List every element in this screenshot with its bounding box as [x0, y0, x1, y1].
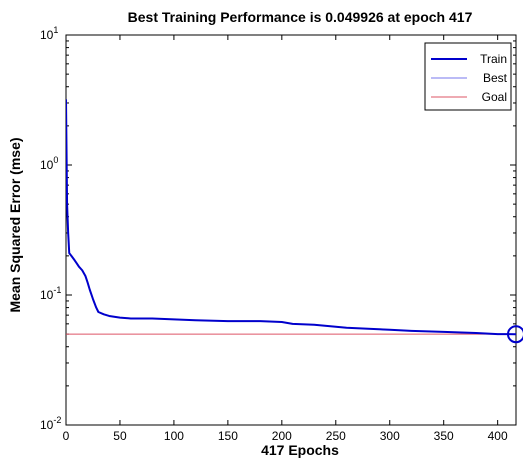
y-tick-label-base: 10 [40, 28, 54, 42]
train-series-line [66, 99, 516, 336]
x-tick-label: 100 [164, 429, 184, 443]
x-tick-label: 250 [326, 429, 346, 443]
series-group [66, 99, 516, 336]
legend-label-train: Train [480, 52, 507, 66]
y-tick-label: 100 [40, 155, 58, 172]
x-tick-label: 400 [488, 429, 508, 443]
x-axis-title: 417 Epochs [261, 442, 339, 458]
y-tick-label: 101 [40, 25, 58, 42]
y-tick-label-exponent: -1 [53, 285, 61, 295]
chart-title: Best Training Performance is 0.049926 at… [128, 9, 473, 25]
y-tick-label-exponent: 1 [53, 25, 58, 35]
y-tick-label-base: 10 [40, 288, 54, 302]
legend-label-goal: Goal [482, 90, 507, 104]
best-point-marker [507, 325, 523, 344]
x-tick-label: 0 [63, 429, 70, 443]
y-tick-label: 10-1 [40, 285, 61, 302]
y-tick-label-exponent: -2 [53, 415, 61, 425]
x-tick-label: 150 [218, 429, 238, 443]
x-tick-label: 300 [380, 429, 400, 443]
y-tick-label-base: 10 [40, 158, 54, 172]
x-tick-label: 50 [113, 429, 127, 443]
legend: Train Best Goal [424, 42, 512, 111]
x-tick-label: 200 [272, 429, 292, 443]
plot-layer: 0 50 100 150 200 250 300 350 40010-210-1100101Tr… [40, 25, 523, 443]
y-axis-title: Mean Squared Error (mse) [7, 137, 23, 312]
legend-label-best: Best [483, 71, 508, 85]
y-tick-label-base: 10 [40, 418, 54, 432]
legend-box [424, 42, 512, 111]
y-tick-label: 10-2 [40, 415, 61, 432]
x-tick-label: 350 [434, 429, 454, 443]
y-tick-label-exponent: 0 [53, 155, 58, 165]
